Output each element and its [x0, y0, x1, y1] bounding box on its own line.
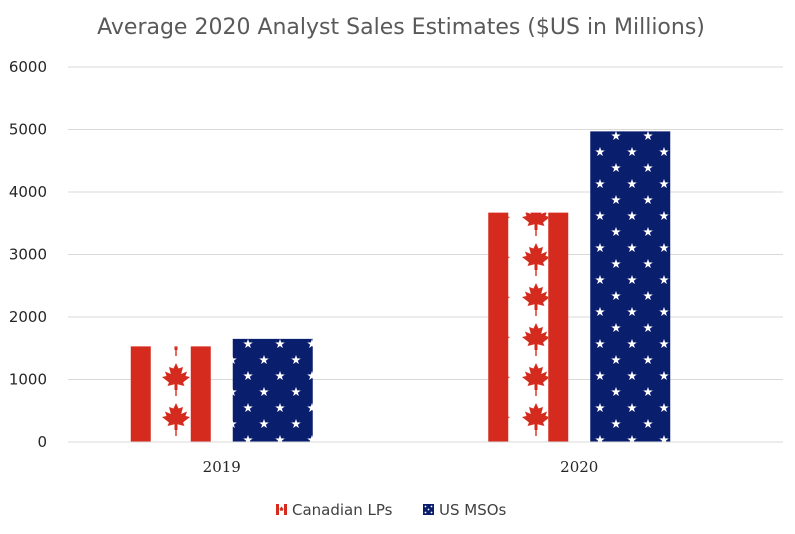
x-axis-category-labels: 2019 2020 — [203, 458, 599, 476]
bar-canadian-lps-2019 — [130, 346, 211, 442]
y-tick-label: 0 — [37, 433, 47, 451]
x-category-label: 2019 — [203, 458, 241, 476]
bar-us-msos-2019 — [232, 338, 313, 442]
x-category-label: 2020 — [560, 458, 598, 476]
legend-swatch-stars — [424, 505, 433, 514]
bars — [130, 131, 671, 442]
y-tick-label: 1000 — [9, 371, 47, 389]
chart-title: Average 2020 Analyst Sales Estimates ($U… — [97, 15, 705, 40]
legend-label-canadian-lps: Canadian LPs — [292, 501, 393, 519]
bar-us-msos-2020 — [590, 131, 671, 442]
legend-label-us-msos: US MSOs — [439, 501, 507, 519]
gridlines — [68, 66, 783, 380]
y-tick-label: 4000 — [9, 183, 47, 201]
legend-item-us-msos: US MSOs — [423, 501, 507, 519]
y-tick-label: 6000 — [9, 58, 47, 76]
legend-item-canadian-lps: Canadian LPs — [276, 501, 393, 519]
bar-canadian-lps-2020 — [488, 212, 569, 442]
legend-swatch-canadian-lps — [276, 504, 287, 515]
y-tick-label: 2000 — [9, 308, 47, 326]
y-tick-label: 5000 — [9, 121, 47, 139]
y-axis-tick-labels: 0 1000 2000 3000 4000 5000 6000 — [9, 58, 47, 451]
legend: Canadian LPs US MSOs — [276, 501, 507, 519]
y-tick-label: 3000 — [9, 246, 47, 264]
